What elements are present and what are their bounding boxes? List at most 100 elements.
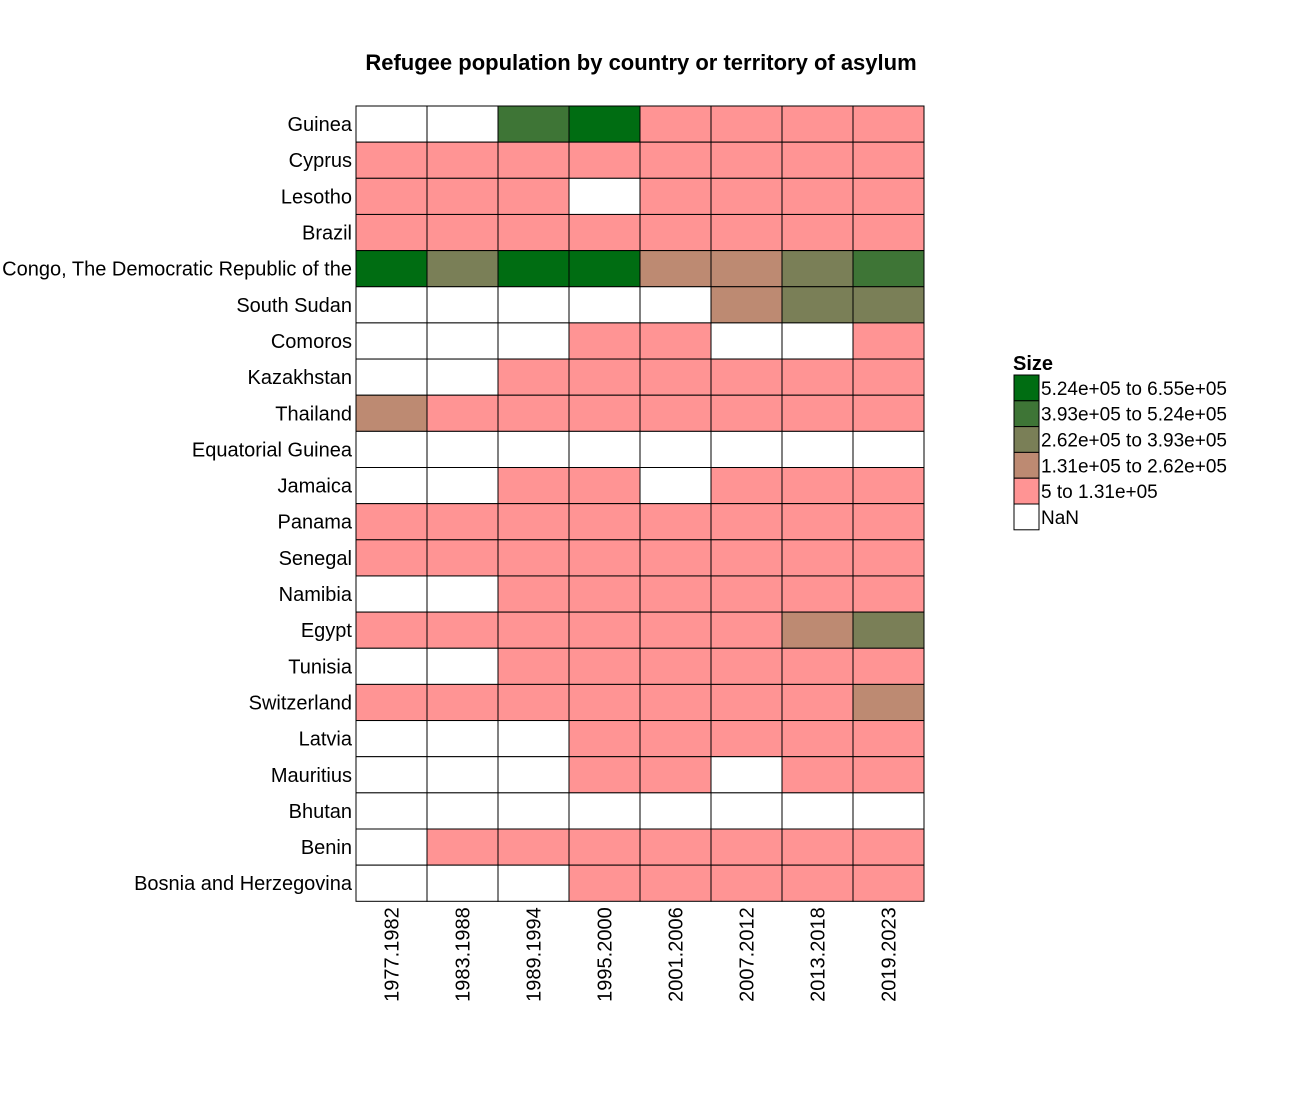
heatmap-cell-bhutan-2007-2012 [710,792,783,830]
heatmap-cell-brazil-1977-1982 [355,213,428,252]
heatmap-cell-thailand-2019-2023 [852,394,925,432]
heatmap-cell-latvia-2013-2018 [781,720,854,758]
heatmap-cell-congo-the-democratic-republic-of-the-1989-1994 [497,250,570,288]
heatmap-cell-guinea-1977-1982 [355,105,428,143]
heatmap-cell-thailand-2007-2012 [710,394,783,432]
heatmap-cell-kazakhstan-2019-2023 [852,358,925,396]
y-tick-label-panama: Panama [278,512,353,534]
heatmap-cell-mauritius-1995-2000 [568,756,641,794]
y-tick-label-namibia: Namibia [279,584,353,606]
heatmap-cell-cyprus-2007-2012 [710,141,783,179]
y-tick-label-tunisia: Tunisia [288,656,353,678]
y-tick-label-comoros: Comoros [271,331,352,353]
heatmap-cell-comoros-2013-2018 [781,322,854,360]
heatmap-cell-cyprus-2001-2006 [639,141,712,179]
heatmap-cell-jamaica-1989-1994 [497,467,570,505]
legend-label-2-62e-05-to-3-93e-05: 2.62e+05 to 3.93e+05 [1041,431,1227,452]
heatmap-cell-namibia-1983-1988 [426,575,499,613]
heatmap-cell-senegal-1977-1982 [355,539,428,577]
heatmap-cell-jamaica-2013-2018 [781,467,854,505]
heatmap-cell-latvia-2001-2006 [639,720,712,758]
heatmap-cell-lesotho-1995-2000 [568,177,641,215]
heatmap-cells [355,105,925,902]
heatmap-cell-bosnia-and-herzegovina-2001-2006 [639,864,712,902]
heatmap-cell-bhutan-1983-1988 [426,792,499,830]
heatmap-cell-south-sudan-2013-2018 [781,286,854,324]
legend-label-nan: NaN [1041,508,1079,529]
heatmap-cell-mauritius-1989-1994 [497,756,570,794]
heatmap-cell-bosnia-and-herzegovina-1995-2000 [568,864,641,902]
heatmap-cell-egypt-2013-2018 [781,611,854,649]
heatmap-cell-congo-the-democratic-republic-of-the-1977-1982 [355,250,428,288]
heatmap-cell-brazil-2007-2012 [710,213,783,252]
heatmap-cell-egypt-1983-1988 [426,611,499,649]
heatmap-cell-south-sudan-1989-1994 [497,286,570,324]
heatmap-cell-lesotho-1983-1988 [426,177,499,215]
heatmap-cell-namibia-1995-2000 [568,575,641,613]
heatmap-cell-comoros-1983-1988 [426,322,499,360]
y-tick-label-switzerland: Switzerland [249,692,352,714]
heatmap-cell-tunisia-2001-2006 [639,647,712,685]
heatmap-cell-tunisia-1977-1982 [355,647,428,685]
legend-swatch-2-62e-05-to-3-93e-05 [1013,426,1040,453]
heatmap-cell-namibia-2007-2012 [710,575,783,613]
y-tick-label-kazakhstan: Kazakhstan [247,367,352,389]
heatmap-cell-congo-the-democratic-republic-of-the-1995-2000 [568,250,641,288]
legend-swatch-1-31e-05-to-2-62e-05 [1013,451,1040,479]
heatmap-cell-congo-the-democratic-republic-of-the-2013-2018 [781,250,854,288]
heatmap-cell-tunisia-1983-1988 [426,647,499,685]
y-tick-label-equatorial-guinea: Equatorial Guinea [192,439,353,461]
heatmap-cell-lesotho-1977-1982 [355,177,428,215]
y-axis-tick-labels: Guinea Cyprus Lesotho Brazil Congo, The Demo… [2,114,353,895]
heatmap-cell-brazil-1983-1988 [426,213,499,252]
heatmap-cell-south-sudan-1977-1982 [355,286,428,324]
y-tick-label-mauritius: Mauritius [271,765,352,787]
legend-label-5-24e-05-to-6-55e-05: 5.24e+05 to 6.55e+05 [1041,379,1227,400]
heatmap-cell-mauritius-2019-2023 [852,756,925,794]
heatmap-cell-bhutan-1995-2000 [568,792,641,830]
heatmap-cell-switzerland-2013-2018 [781,683,854,722]
legend-swatch-5-to-1-31e-05 [1013,477,1040,505]
heatmap-cell-lesotho-2019-2023 [852,177,925,215]
y-tick-label-cyprus: Cyprus [289,150,352,172]
heatmap-cell-benin-2019-2023 [852,828,925,866]
heatmap-cell-bosnia-and-herzegovina-2019-2023 [852,864,925,902]
heatmap-cell-mauritius-2007-2012 [710,756,783,794]
heatmap-cell-jamaica-1995-2000 [568,467,641,505]
heatmap-cell-brazil-2019-2023 [852,213,925,252]
heatmap-cell-cyprus-1977-1982 [355,141,428,179]
heatmap-cell-equatorial-guinea-1977-1982 [355,430,428,469]
heatmap-cell-panama-2013-2018 [781,503,854,541]
x-tick-label-2019-2023: 2019.2023 [879,907,901,1002]
heatmap-cell-senegal-1983-1988 [426,539,499,577]
heatmap-cell-kazakhstan-1983-1988 [426,358,499,396]
heatmap-cell-comoros-1977-1982 [355,322,428,360]
heatmap-cell-lesotho-1989-1994 [497,177,570,215]
heatmap-cell-panama-1989-1994 [497,503,570,541]
heatmap-cell-namibia-2019-2023 [852,575,925,613]
legend-label-3-93e-05-to-5-24e-05: 3.93e+05 to 5.24e+05 [1041,405,1227,426]
heatmap-cell-lesotho-2001-2006 [639,177,712,215]
heatmap-cell-benin-1983-1988 [426,828,499,866]
legend-swatch-nan [1013,503,1040,531]
heatmap-cell-thailand-2001-2006 [639,394,712,432]
heatmap-cell-latvia-1995-2000 [568,720,641,758]
heatmap-cell-cyprus-1995-2000 [568,141,641,179]
heatmap-cell-namibia-1977-1982 [355,575,428,613]
heatmap-cell-cyprus-2013-2018 [781,141,854,179]
heatmap-cell-guinea-1983-1988 [426,105,499,143]
heatmap-cell-south-sudan-2007-2012 [710,286,783,324]
heatmap-cell-kazakhstan-2001-2006 [639,358,712,396]
heatmap-cell-equatorial-guinea-1995-2000 [568,430,641,469]
heatmap-cell-south-sudan-2019-2023 [852,286,925,324]
heatmap-cell-benin-1989-1994 [497,828,570,866]
heatmap-cell-bhutan-2013-2018 [781,792,854,830]
heatmap-cell-equatorial-guinea-2013-2018 [781,430,854,469]
heatmap-cell-benin-1995-2000 [568,828,641,866]
heatmap-cell-egypt-2007-2012 [710,611,783,649]
heatmap-cell-senegal-1995-2000 [568,539,641,577]
heatmap-cell-senegal-2001-2006 [639,539,712,577]
heatmap-cell-switzerland-1989-1994 [497,683,570,722]
heatmap-cell-switzerland-2019-2023 [852,683,925,722]
